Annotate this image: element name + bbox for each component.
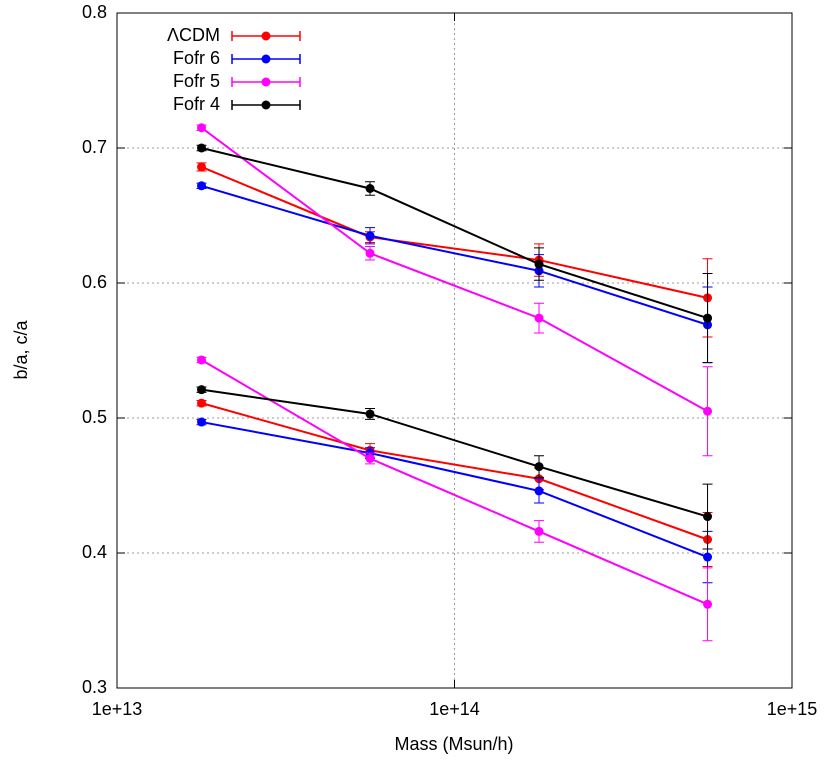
legend-marker bbox=[261, 31, 271, 41]
legend-label: ΛCDM bbox=[167, 25, 220, 45]
data-point bbox=[703, 406, 713, 416]
series-line bbox=[201, 165, 708, 299]
data-point bbox=[197, 162, 207, 172]
data-point bbox=[534, 313, 544, 323]
data-point bbox=[197, 143, 207, 153]
y-tick-label: 0.8 bbox=[82, 2, 107, 22]
x-tick-label: 1e+15 bbox=[767, 699, 818, 719]
x-tick-label: 1e+14 bbox=[429, 699, 480, 719]
data-point bbox=[703, 313, 713, 323]
x-tick-label: 1e+13 bbox=[92, 699, 143, 719]
data-point bbox=[365, 184, 375, 193]
data-point bbox=[703, 599, 713, 609]
data-point bbox=[197, 123, 207, 133]
series-line bbox=[201, 184, 708, 326]
data-point bbox=[703, 552, 713, 562]
series-line bbox=[201, 359, 708, 606]
legend-marker bbox=[261, 100, 271, 110]
legend-marker bbox=[261, 77, 271, 87]
x-axis-label: Mass (Msun/h) bbox=[394, 734, 513, 754]
y-tick-label: 0.3 bbox=[82, 677, 107, 697]
data-point bbox=[365, 454, 375, 463]
series-line bbox=[201, 421, 708, 558]
series-line bbox=[200, 126, 709, 413]
data-point bbox=[197, 398, 207, 408]
y-tick-label: 0.6 bbox=[82, 272, 107, 292]
legend-label: Fofr 4 bbox=[173, 94, 220, 114]
y-tick-label: 0.4 bbox=[82, 542, 107, 562]
data-point bbox=[197, 385, 207, 395]
legend-label: Fofr 6 bbox=[173, 48, 220, 68]
data-point bbox=[534, 259, 544, 269]
data-point bbox=[197, 417, 207, 427]
y-tick-label: 0.5 bbox=[82, 407, 107, 427]
data-point bbox=[534, 486, 544, 496]
data-point bbox=[197, 355, 207, 365]
data-point bbox=[197, 181, 207, 191]
series-line bbox=[201, 388, 708, 518]
series-line bbox=[201, 147, 708, 320]
y-axis-label: b/a, c/a bbox=[11, 319, 31, 379]
y-tick-label: 0.7 bbox=[82, 137, 107, 157]
data-point bbox=[365, 248, 375, 258]
data-point bbox=[534, 526, 544, 536]
series-line bbox=[201, 402, 708, 541]
legend-label: Fofr 5 bbox=[173, 71, 220, 91]
plot-frame bbox=[116, 12, 793, 689]
data-point bbox=[365, 409, 375, 419]
data-point bbox=[365, 231, 375, 241]
data-point bbox=[534, 462, 544, 472]
legend-marker bbox=[261, 54, 271, 64]
data-point bbox=[703, 512, 713, 522]
